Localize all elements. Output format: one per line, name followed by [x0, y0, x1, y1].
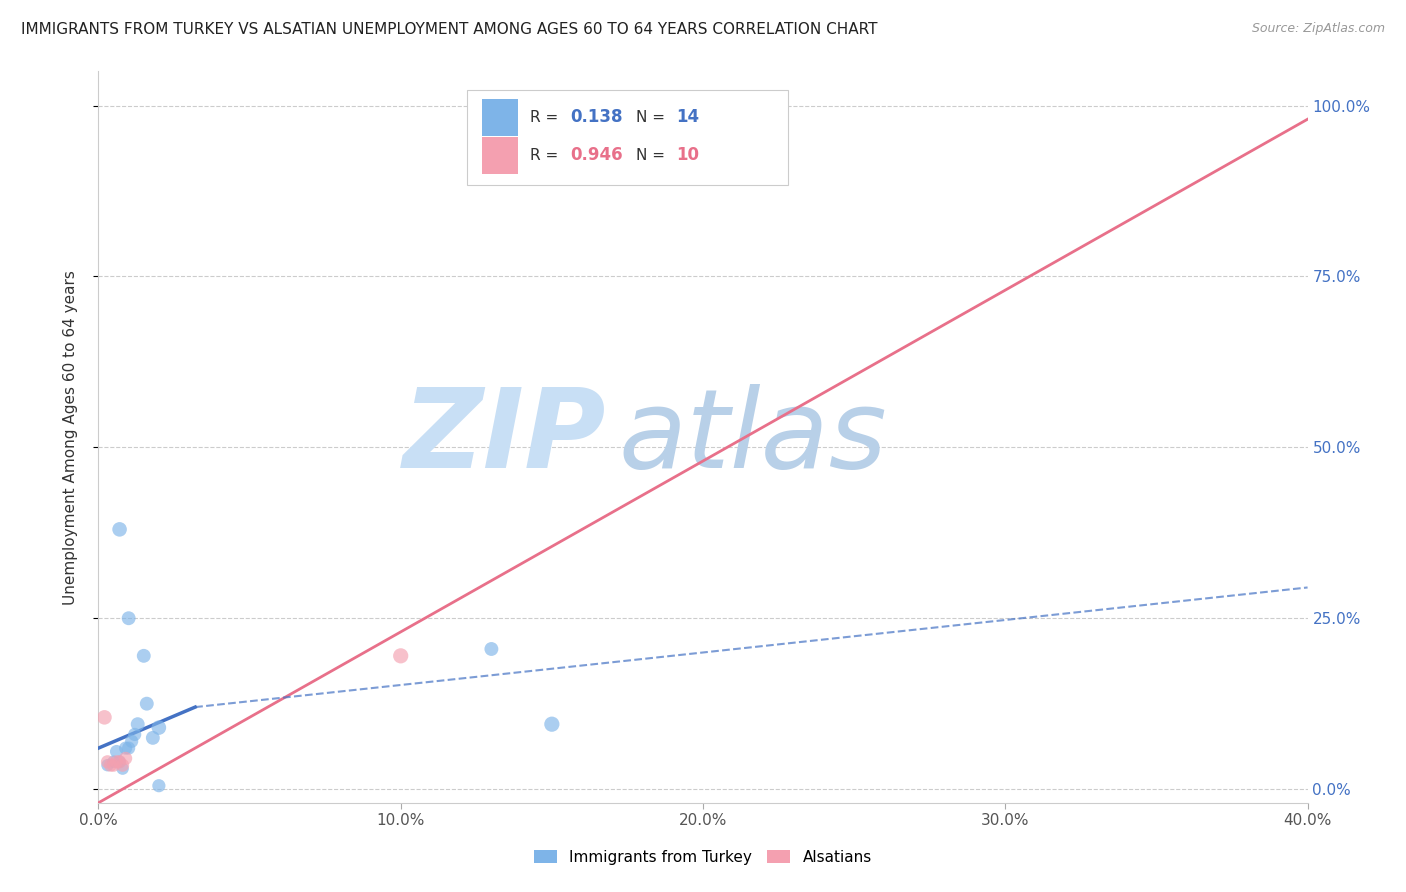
Point — [108, 755, 131, 769]
Y-axis label: Unemployment Among Ages 60 to 64 years: Unemployment Among Ages 60 to 64 years — [63, 269, 77, 605]
Text: R =: R = — [530, 148, 564, 163]
Text: Source: ZipAtlas.com: Source: ZipAtlas.com — [1251, 22, 1385, 36]
Point — [111, 758, 134, 772]
Point — [118, 611, 141, 625]
Point — [108, 522, 131, 536]
Point — [540, 717, 562, 731]
Point — [142, 731, 165, 745]
Point — [127, 717, 149, 731]
Text: 14: 14 — [676, 109, 700, 127]
Legend: Immigrants from Turkey, Alsatians: Immigrants from Turkey, Alsatians — [534, 849, 872, 864]
Point — [96, 755, 118, 769]
Point — [105, 755, 128, 769]
FancyBboxPatch shape — [482, 137, 517, 174]
Point — [114, 741, 136, 756]
Text: 0.138: 0.138 — [569, 109, 623, 127]
Point — [118, 741, 141, 756]
Point — [148, 721, 170, 735]
Text: 0.946: 0.946 — [569, 146, 623, 164]
Text: ZIP: ZIP — [402, 384, 606, 491]
Text: N =: N = — [637, 148, 671, 163]
Point — [105, 745, 128, 759]
Point — [100, 758, 122, 772]
FancyBboxPatch shape — [467, 90, 787, 185]
Point — [481, 642, 503, 657]
Point — [108, 755, 131, 769]
Point — [96, 758, 118, 772]
Point — [389, 648, 412, 663]
Point — [121, 734, 143, 748]
Point — [114, 751, 136, 765]
Text: 10: 10 — [676, 146, 699, 164]
Text: N =: N = — [637, 110, 671, 125]
FancyBboxPatch shape — [482, 99, 517, 136]
Text: IMMIGRANTS FROM TURKEY VS ALSATIAN UNEMPLOYMENT AMONG AGES 60 TO 64 YEARS CORREL: IMMIGRANTS FROM TURKEY VS ALSATIAN UNEMP… — [21, 22, 877, 37]
Point — [124, 727, 146, 741]
Point — [135, 697, 157, 711]
Text: atlas: atlas — [619, 384, 887, 491]
Point — [481, 146, 503, 161]
Point — [103, 755, 125, 769]
Point — [93, 710, 115, 724]
Point — [111, 762, 134, 776]
Point — [148, 779, 170, 793]
Text: R =: R = — [530, 110, 564, 125]
Point — [132, 648, 155, 663]
Point — [103, 758, 125, 772]
